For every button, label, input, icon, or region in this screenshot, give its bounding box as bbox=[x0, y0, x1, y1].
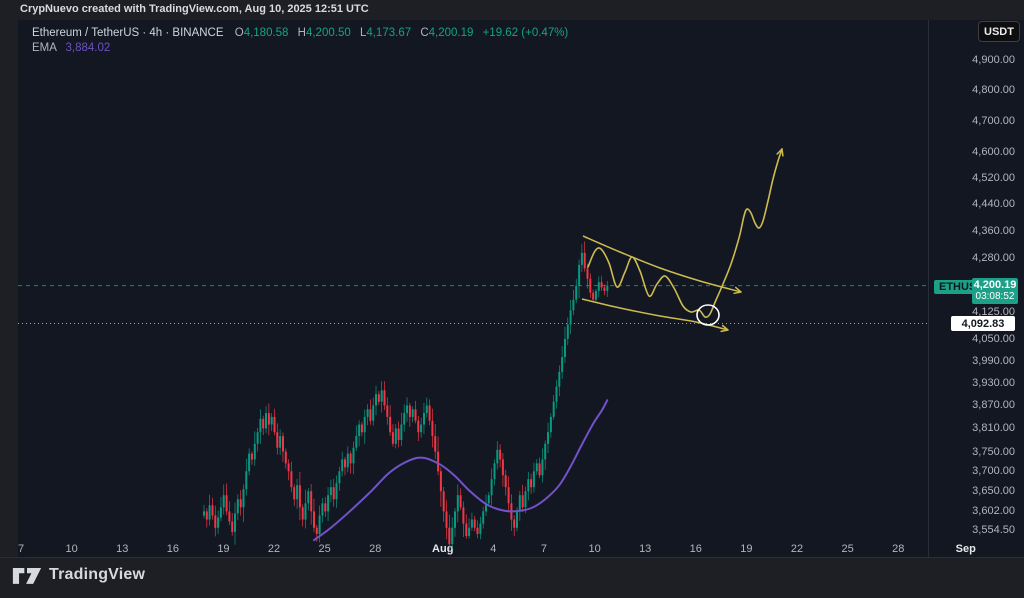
price-axis-label: 4,700.00 bbox=[972, 115, 1015, 127]
level-tap-circle[interactable] bbox=[696, 304, 720, 326]
price-axis-label: 4,600.00 bbox=[972, 146, 1015, 159]
ohlc-open-label: O bbox=[234, 27, 244, 39]
channel-upper-arrowhead[interactable] bbox=[733, 286, 742, 295]
time-axis-label: Aug bbox=[432, 543, 454, 555]
ohlc-high-value: 4,200.50 bbox=[305, 27, 351, 39]
time-axis-label: 28 bbox=[892, 543, 905, 555]
time-axis-label: 13 bbox=[639, 543, 652, 555]
time-axis-label: 25 bbox=[841, 543, 854, 555]
time-axis-label: 19 bbox=[740, 543, 753, 555]
attribution-watermark: CrypNuevo created with TradingView.com, … bbox=[20, 3, 369, 15]
last-price-value: 4,200.19 bbox=[973, 279, 1017, 291]
ohlc-high-label: H bbox=[297, 27, 306, 39]
time-axis-label: 4 bbox=[490, 543, 497, 555]
indicator-name[interactable]: EMA bbox=[32, 42, 57, 54]
indicator-value: 3,884.02 bbox=[65, 42, 111, 54]
time-axis-label: Sep bbox=[955, 543, 976, 555]
change-value: +19.62 (+0.47%) bbox=[482, 27, 569, 39]
price-axis-label: 4,125.00 bbox=[972, 306, 1015, 319]
price-axis-label: 3,930.00 bbox=[972, 376, 1015, 389]
projected-path-arrowhead[interactable] bbox=[776, 148, 784, 157]
time-axis-label: 28 bbox=[369, 543, 382, 555]
ema-line[interactable] bbox=[312, 399, 609, 542]
last-price-axis-badge: 4,200.19 03:08:52 bbox=[972, 278, 1018, 304]
symbol-legend[interactable]: Ethereum / TetherUS · 4h · BINANCE O4,18… bbox=[32, 27, 568, 39]
time-axis-label: 10 bbox=[588, 543, 601, 555]
pane-layers bbox=[18, 148, 928, 552]
ohlc-close-value: 4,200.19 bbox=[428, 27, 474, 39]
pane-bottom-separator bbox=[0, 557, 1024, 558]
price-level-axis-badge: 4,092.83 bbox=[951, 316, 1015, 331]
ohlc-close-label: C bbox=[420, 27, 429, 39]
price-axis-label: 3,990.00 bbox=[972, 354, 1015, 367]
price-axis-label: 4,800.00 bbox=[972, 84, 1015, 97]
projected-price-path[interactable] bbox=[587, 148, 783, 319]
ohlc-low-label: L bbox=[359, 27, 367, 39]
price-axis-label: 3,810.00 bbox=[972, 422, 1015, 435]
tradingview-logo-text: TradingView bbox=[49, 566, 146, 583]
channel-upper-trendline[interactable] bbox=[582, 235, 742, 293]
indicator-legend[interactable]: EMA 3,884.02 bbox=[32, 42, 110, 54]
time-axis-label: 16 bbox=[689, 543, 702, 555]
time-axis-label: 22 bbox=[790, 543, 804, 555]
symbol-title[interactable]: Ethereum / TetherUS · 4h · BINANCE bbox=[32, 27, 224, 39]
ohlc-low-value: 4,173.67 bbox=[366, 27, 412, 39]
price-axis-label: 4,280.00 bbox=[972, 252, 1015, 265]
channel-lower-arrowhead[interactable] bbox=[720, 324, 729, 333]
time-axis-label: 7 bbox=[17, 543, 25, 555]
price-axis-label: 4,440.00 bbox=[972, 198, 1015, 211]
price-axis-label: 3,554.50 bbox=[972, 524, 1015, 536]
time-axis-label: 7 bbox=[540, 543, 548, 555]
price-axis-label: 4,050.00 bbox=[972, 332, 1015, 345]
price-axis-label: 3,870.00 bbox=[972, 399, 1015, 412]
time-axis-label: 25 bbox=[318, 543, 331, 555]
time-axis-label: 10 bbox=[65, 543, 78, 555]
price-axis-label: 3,700.00 bbox=[972, 465, 1015, 478]
time-axis-label: 16 bbox=[166, 543, 179, 555]
tradingview-logo-link[interactable]: TradingView bbox=[12, 564, 145, 586]
price-axis-label: 4,360.00 bbox=[972, 224, 1015, 237]
candles-layer bbox=[203, 241, 609, 552]
price-axis-label: 3,602.00 bbox=[972, 504, 1015, 517]
time-axis-label: 19 bbox=[217, 543, 230, 555]
time-axis-label: 13 bbox=[116, 543, 129, 555]
tradingview-logo-icon bbox=[12, 567, 42, 584]
price-axis-label: 4,520.00 bbox=[972, 172, 1015, 185]
price-axis-label: 4,900.00 bbox=[972, 54, 1015, 66]
currency-toggle-button[interactable]: USDT bbox=[978, 21, 1020, 42]
price-axis-label: 3,750.00 bbox=[972, 445, 1015, 458]
time-axis[interactable]: 7 10 13 16 19 22 25 28 Aug 4 7 10 13 16 19 22 25 28 Sep bbox=[18, 541, 1024, 557]
bar-countdown: 03:08:52 bbox=[975, 291, 1015, 302]
time-axis-label: 22 bbox=[267, 543, 281, 555]
price-axis-label: 3,650.00 bbox=[972, 485, 1015, 498]
ohlc-open-value: 4,180.58 bbox=[243, 27, 289, 39]
chart-pane[interactable] bbox=[18, 20, 928, 557]
